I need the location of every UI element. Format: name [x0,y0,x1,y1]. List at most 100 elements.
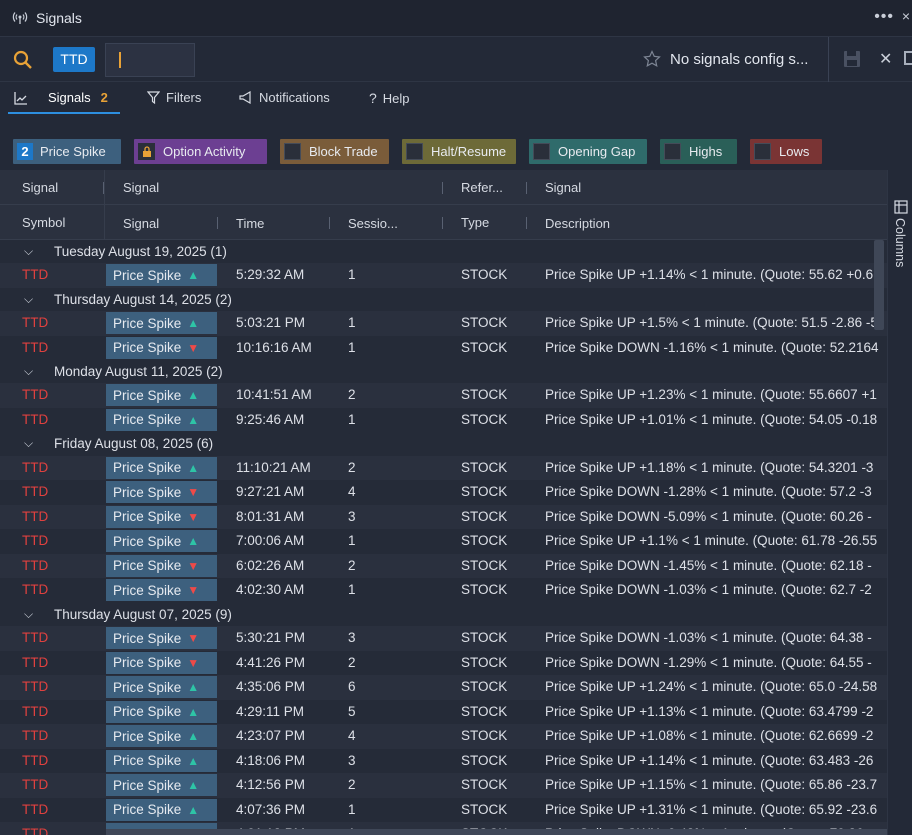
chip-highs[interactable]: Highs [660,139,737,164]
header-time[interactable]: Time [236,216,265,231]
column-resizer[interactable] [526,182,527,194]
clear-icon[interactable]: ✕ [879,51,893,68]
close-window-icon[interactable]: × [901,8,910,24]
checkbox[interactable] [664,143,681,160]
ticker-chip[interactable]: TTD [53,47,95,72]
checkbox[interactable] [754,143,771,160]
header-group-signal[interactable]: Signal [22,180,59,195]
chip-price-spike[interactable]: 2 Price Spike [13,139,121,164]
table-row[interactable]: TTD Price Spike ▼ 10:16:16 AM 1 STOCK Price Sp… [0,335,887,361]
signal-label: Price Spike [113,387,182,403]
columns-panel-toggle[interactable]: Columns [893,218,907,268]
column-resizer[interactable] [442,217,443,229]
vertical-scrollbar[interactable] [874,240,884,330]
chip-block-trade[interactable]: Block Trade [280,139,389,164]
signal-cell: Price Spike ▲ [106,264,217,287]
group-header[interactable]: ⌵ Thursday August 14, 2025 (2) [0,287,887,311]
checkbox[interactable] [533,143,550,160]
tab-signals-label: Signals [48,90,91,105]
symbol-cell: TTD [22,728,49,743]
header-session[interactable]: Sessio... [348,216,398,231]
group-header[interactable]: ⌵ Friday August 08, 2025 (6) [0,432,887,456]
column-resizer[interactable] [217,217,218,229]
columns-icon[interactable] [894,200,908,214]
tab-notifications[interactable]: Notifications [239,90,330,105]
table-row[interactable]: TTD Price Spike ▲ 4:12:56 PM 2 STOCK Price Spi… [0,773,887,798]
time-cell: 4:07:36 PM [236,801,306,817]
save-icon[interactable] [843,50,861,68]
table-row[interactable]: TTD Price Spike ▲ 10:41:51 AM 2 STOCK Price Sp… [0,383,887,408]
type-cell: STOCK [461,752,508,768]
session-cell: 4 [348,484,356,500]
header-group-reference[interactable]: Refer... [461,180,503,195]
header-type[interactable]: Type [461,215,490,230]
type-cell: STOCK [461,508,508,524]
type-cell: STOCK [461,728,508,743]
signal-label: Price Spike [113,558,182,574]
tab-help[interactable]: ? Help [369,90,410,106]
symbol-cell: TTD [22,826,49,835]
header-symbol[interactable]: Symbol [22,215,66,230]
header-row-groups: Signal Signal Refer... Signal [0,170,887,205]
table-row[interactable]: TTD Price Spike ▼ 4:02:30 AM 1 STOCK Price Spi… [0,578,887,603]
table-row[interactable]: TTD Price Spike ▲ 4:07:36 PM 1 STOCK Price Spi… [0,797,887,822]
table-row[interactable]: TTD Price Spike ▼ 9:27:21 AM 4 STOCK Price Spi… [0,480,887,505]
table-row[interactable]: TTD Price Spike ▲ 7:00:06 AM 1 STOCK Price Spi… [0,529,887,554]
table-row[interactable]: TTD Price Spike ▲ 4:23:07 PM 4 STOCK Price Spi… [0,724,887,749]
chevron-down-icon[interactable]: ⌵ [24,436,34,451]
table-row[interactable]: TTD Price Spike ▼ 6:02:26 AM 2 STOCK Price Spi… [0,553,887,579]
table-row[interactable]: TTD Price Spike ▲ 11:10:21 AM 2 STOCK Price Sp… [0,455,887,481]
table-row[interactable]: TTD Price Spike ▲ 5:29:32 AM 1 STOCK Price Spi… [0,263,887,288]
table-row[interactable]: TTD Price Spike ▲ 5:03:21 PM 1 STOCK Price Spi… [0,311,887,336]
header-group-signal-3[interactable]: Signal [545,180,582,195]
chevron-down-icon[interactable]: ⌵ [24,364,34,379]
tab-filters[interactable]: Filters [147,90,201,105]
chip-halt-resume[interactable]: Halt/Resume [402,139,516,164]
time-cell: 4:35:06 PM [236,679,306,694]
table-row[interactable]: TTD Price Spike ▲ 9:25:46 AM 1 STOCK Price Spi… [0,407,887,433]
symbol-cell: TTD [22,484,49,500]
chevron-down-icon[interactable]: ⌵ [24,244,34,258]
column-resizer[interactable] [442,182,443,194]
more-options-icon[interactable]: ••• [874,8,894,25]
table-row[interactable]: TTD Price Spike ▲ 4:18:06 PM 3 STOCK Price Spi… [0,748,887,773]
column-resizer[interactable] [526,217,527,229]
lock-icon [138,143,155,160]
table-row[interactable]: TTD Price Spike ▼ 4:41:26 PM 2 STOCK Price Spi… [0,650,887,675]
symbol-cell: TTD [22,387,49,403]
chip-opening-gap[interactable]: Opening Gap [529,139,647,164]
chip-option-activity[interactable]: Option Activity [134,139,267,164]
star-icon[interactable] [643,50,661,68]
table-row[interactable]: TTD Price Spike ▼ 8:01:31 AM 3 STOCK Price Spi… [0,504,887,530]
search-icon[interactable] [13,50,33,70]
group-header[interactable]: ⌵ Tuesday August 19, 2025 (1) [0,240,887,263]
signal-cell: Price Spike ▲ [106,530,217,553]
text-cursor [119,52,121,68]
session-cell: 3 [348,752,356,768]
table-row[interactable]: TTD Price Spike ▲ 4:29:11 PM 5 STOCK Price Spi… [0,699,887,724]
header-group-signal-2[interactable]: Signal [123,180,160,195]
chevron-down-icon[interactable]: ⌵ [24,291,34,306]
group-header[interactable]: ⌵ Thursday August 07, 2025 (9) [0,602,887,626]
group-title: Tuesday August 19, 2025 (1) [54,244,227,259]
header-signal[interactable]: Signal [123,216,160,231]
arrow-down-icon: ▼ [187,509,200,524]
tag-icon[interactable] [904,51,912,65]
checkbox[interactable] [406,143,423,160]
group-header[interactable]: ⌵ Monday August 11, 2025 (2) [0,360,887,384]
chip-lows[interactable]: Lows [750,139,822,164]
table-row[interactable]: TTD Price Spike ▼ 5:30:21 PM 3 STOCK Price Spi… [0,626,887,651]
column-resizer[interactable] [329,217,330,229]
column-resizer[interactable] [103,182,104,194]
signals-grid: Signal Signal Refer... Signal Symbol Sig… [0,170,887,835]
description-cell: Price Spike UP +1.08% < 1 minute. (Quote… [545,728,874,743]
chevron-down-icon[interactable]: ⌵ [24,606,34,621]
question-icon: ? [369,90,377,106]
tab-signals[interactable]: Signals 2 [14,90,108,105]
table-row[interactable]: TTD Price Spike ▲ 4:35:06 PM 6 STOCK Price Spi… [0,675,887,700]
group-title: Monday August 11, 2025 (2) [54,364,223,380]
checkbox[interactable] [284,143,301,160]
horizontal-scrollbar[interactable] [106,829,887,835]
header-description[interactable]: Description [545,216,611,231]
signals-config-label[interactable]: No signals config s... [670,51,809,68]
